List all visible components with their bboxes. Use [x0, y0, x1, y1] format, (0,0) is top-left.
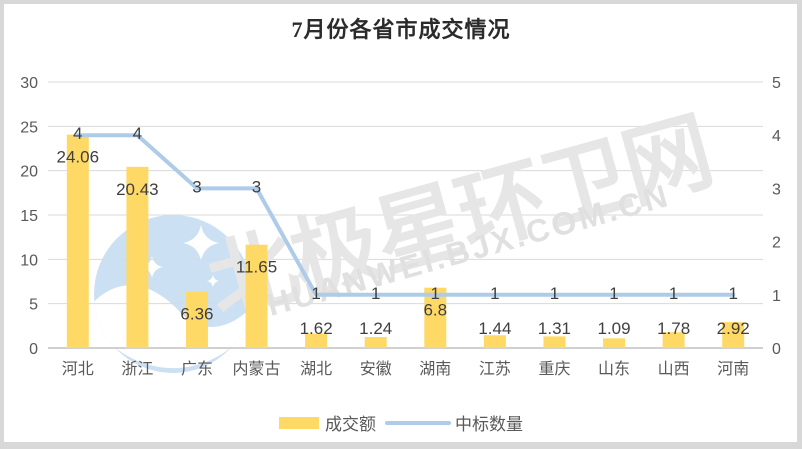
legend-label-line: 中标数量 — [455, 415, 523, 434]
line-value-label: 1 — [609, 284, 618, 303]
bar-value-label: 1.24 — [359, 319, 392, 338]
category-label-安徽: 安徽 — [360, 360, 392, 378]
bar-swatch-icon — [279, 416, 319, 429]
bar-value-label: 11.65 — [236, 258, 277, 277]
bar-浙江 — [126, 166, 149, 348]
line-value-label: 1 — [431, 284, 440, 303]
bar-value-label: 1.78 — [657, 319, 690, 338]
bar-湖南 — [424, 287, 447, 348]
category-label-山西: 山西 — [658, 360, 690, 378]
right-axis-tick-label: 1 — [772, 288, 781, 305]
bar-series — [66, 134, 745, 348]
category-label-重庆: 重庆 — [538, 360, 570, 378]
legend: 成交额 中标数量 — [0, 410, 802, 435]
bar-山西 — [662, 332, 685, 348]
bar-河北 — [66, 134, 89, 348]
legend-item-bar: 成交额 — [279, 410, 376, 435]
right-axis-tick-label: 0 — [772, 341, 781, 358]
left-axis-tick-label: 30 — [20, 75, 38, 92]
gridlines — [48, 81, 763, 349]
bar-value-label: 1.44 — [478, 319, 511, 338]
left-axis-tick-label: 20 — [20, 164, 38, 181]
bar-value-labels: 24.06 20.43 6.36 11.65 1.62 1.24 6.8 1.44 1.31 1.… — [57, 148, 750, 338]
bar-value-label: 24.06 — [57, 148, 100, 167]
bar-安徽 — [364, 337, 387, 348]
line-swatch-icon — [385, 420, 451, 425]
left-axis-tick-label: 15 — [20, 208, 38, 225]
logo-star-icon — [183, 225, 219, 261]
legend-label-bar: 成交额 — [325, 415, 376, 434]
category-label-浙江: 浙江 — [121, 360, 153, 378]
bid-count-line — [75, 133, 736, 297]
line-value-label: 1 — [371, 284, 380, 303]
line-value-label: 1 — [669, 284, 678, 303]
axis-tick-labels: 0 5 10 15 20 25 30 0 1 2 3 4 5 河北 浙江 广东 内蒙古 湖北 安徽 湖南 江苏 重庆 山东 山… — [20, 75, 781, 378]
line-value-label: 3 — [252, 177, 261, 196]
line-value-label: 4 — [73, 124, 82, 143]
line-value-labels: 4 4 3 3 1 1 1 1 1 1 1 1 — [73, 124, 738, 303]
bar-value-label: 1.09 — [597, 319, 630, 338]
line-value-label: 4 — [133, 124, 142, 143]
line-value-label: 3 — [192, 177, 201, 196]
line-value-label: 1 — [550, 284, 559, 303]
bar-重庆 — [543, 336, 566, 348]
chart-title: 7月份各省市成交情况 — [291, 17, 511, 42]
category-label-河北: 河北 — [62, 360, 94, 378]
bar-value-label: 6.8 — [423, 301, 447, 320]
logo-star-icon — [207, 275, 219, 287]
bar-value-label: 1.31 — [538, 319, 571, 338]
bar-江苏 — [483, 335, 506, 348]
category-label-内蒙古: 内蒙古 — [233, 360, 281, 378]
bar-内蒙古 — [245, 244, 268, 348]
logo-star-icon — [141, 256, 163, 278]
bar-河南 — [722, 322, 745, 348]
line-value-label: 1 — [311, 284, 320, 303]
right-axis-tick-label: 3 — [772, 181, 781, 198]
left-axis-tick-label: 5 — [29, 297, 38, 314]
line-value-label: 1 — [490, 284, 499, 303]
legend-item-line: 中标数量 — [381, 410, 523, 435]
right-axis-tick-label: 2 — [772, 235, 781, 252]
category-label-湖北: 湖北 — [300, 360, 332, 378]
bar-value-label: 20.43 — [116, 180, 159, 199]
category-label-山东: 山东 — [598, 360, 630, 378]
bar-广东 — [185, 291, 208, 348]
left-axis-tick-label: 10 — [20, 252, 38, 269]
bar-value-label: 1.62 — [300, 319, 333, 338]
bar-山东 — [603, 338, 626, 348]
left-axis-tick-label: 25 — [20, 119, 38, 136]
category-label-湖南: 湖南 — [419, 360, 451, 378]
category-label-河南: 河南 — [717, 360, 749, 378]
bar-湖北 — [305, 333, 328, 348]
category-label-江苏: 江苏 — [479, 360, 511, 378]
bar-value-label: 6.36 — [180, 305, 213, 324]
line-value-label: 1 — [728, 284, 737, 303]
right-axis-tick-label: 4 — [772, 128, 781, 145]
bar-value-label: 2.92 — [717, 319, 750, 338]
category-label-广东: 广东 — [181, 360, 213, 378]
left-axis-tick-label: 0 — [29, 341, 38, 358]
right-axis-tick-label: 5 — [772, 75, 781, 92]
